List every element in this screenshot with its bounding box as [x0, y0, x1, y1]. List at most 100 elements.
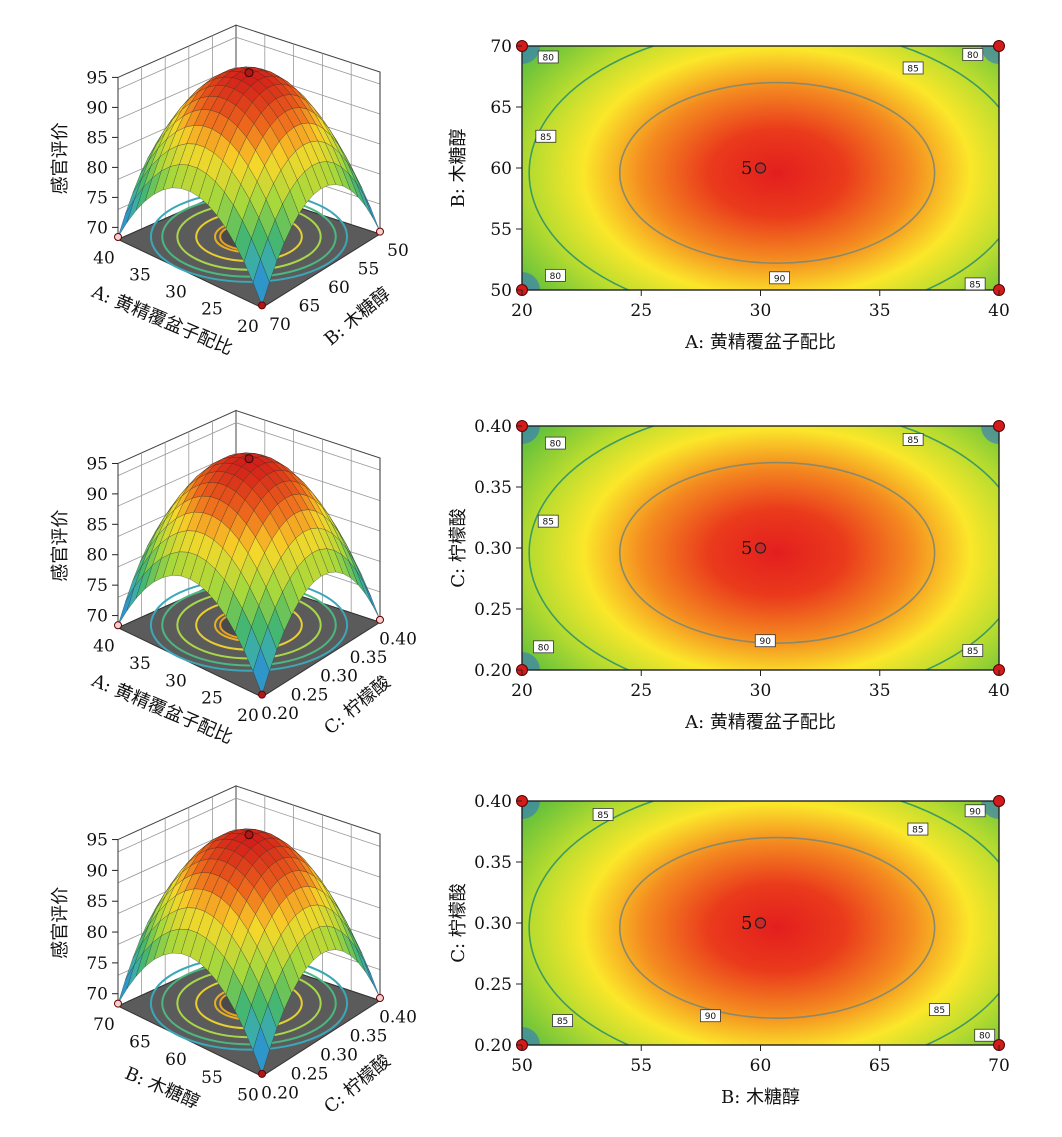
y-tick-label: 0.20 — [474, 661, 512, 681]
design-point — [244, 454, 254, 464]
y-tick-label: 60 — [490, 159, 512, 179]
x-tick-label: 55 — [630, 1056, 652, 1076]
x-tick-label: 65 — [129, 1033, 151, 1053]
surface-patch — [252, 258, 270, 307]
z-axis-label: 感官评价 — [50, 510, 71, 582]
x-tick-label: 35 — [869, 301, 891, 321]
contour-label: 85 — [540, 133, 551, 143]
z-tick-label: 70 — [86, 985, 108, 1005]
contour-label-box — [974, 1028, 996, 1042]
y-tick-label: 0.25 — [291, 685, 329, 705]
y-tick-label: 50 — [387, 241, 409, 261]
y-axis-label: B: 木糖醇 — [448, 128, 469, 207]
y-tick-label: 0.40 — [379, 629, 417, 649]
y-tick-label: 55 — [358, 259, 380, 279]
y-tick-label: 0.25 — [474, 600, 512, 620]
corner-shade — [522, 1027, 540, 1045]
x-axis-label: B: 木糖醇 — [122, 1063, 203, 1113]
z-tick-label: 80 — [86, 923, 108, 943]
contour-line — [528, 426, 999, 670]
contour-line — [528, 46, 999, 290]
contour-label: 85 — [912, 826, 923, 836]
contour-label: 90 — [705, 1012, 717, 1022]
x-tick-label: 20 — [511, 681, 533, 701]
center-point-label: 5 — [741, 913, 752, 934]
y-tick-label: 0.25 — [474, 975, 512, 995]
wall-grid-line — [117, 452, 381, 507]
z-tick-label: 85 — [86, 515, 108, 535]
contour-label: 90 — [969, 807, 981, 817]
contour-label-box — [537, 50, 559, 64]
z-tick-label: 80 — [86, 546, 108, 566]
design-point — [258, 1069, 266, 1078]
contour-panel-2: 80 85 85 80 90 85 5 20 25 30 35 40 0.20 0.25 0.30 0.35 0… — [430, 380, 1062, 750]
z-tick-label: 75 — [86, 188, 108, 208]
x-tick-label: 25 — [201, 300, 223, 320]
corner-shade — [522, 801, 540, 819]
x-tick-label: 40 — [988, 301, 1010, 321]
z-tick-label: 80 — [86, 158, 108, 178]
design-point — [114, 999, 122, 1008]
x-tick-label: 50 — [511, 1056, 533, 1076]
z-tick-label: 90 — [86, 861, 108, 881]
z-tick-label: 95 — [86, 68, 108, 88]
surface-panel-3: 95 90 85 80 75 70 感官评价 70 65 60 55 50 0.40 0.35 0.30 0.… — [0, 760, 420, 1130]
contour-label: 85 — [557, 1017, 568, 1027]
wall-grid-line — [117, 797, 381, 853]
contour-line — [618, 836, 936, 1019]
surface-panel-2: 95 90 85 80 75 70 感官评价 40 35 30 25 20 0.40 0.35 0.30 0.… — [0, 385, 420, 750]
contour-label-box — [964, 277, 986, 291]
x-tick-label: 25 — [630, 301, 652, 321]
contour-label: 90 — [760, 637, 772, 647]
contour-label-box — [907, 822, 929, 836]
x-tick-label: 40 — [988, 681, 1010, 701]
z-tick-label: 95 — [86, 454, 108, 474]
y-tick-label: 0.35 — [474, 853, 512, 873]
contour-label-box — [754, 634, 776, 648]
y-tick-label: 0.25 — [291, 1064, 329, 1084]
x-axis-label: B: 木糖醇 — [721, 1087, 800, 1108]
y-tick-label: 60 — [328, 278, 350, 298]
contour-panel-1: 80 80 85 85 80 90 85 5 20 25 30 35 40 50 55 60 65 70 A: 黄精… — [430, 0, 1062, 370]
surface-patch — [252, 646, 270, 696]
y-tick-label: 0.30 — [320, 667, 358, 687]
design-point — [114, 621, 122, 630]
contour-label: 80 — [543, 53, 555, 63]
x-tick-label: 40 — [93, 248, 115, 268]
contour-label: 85 — [597, 811, 608, 821]
y-tick-label: 65 — [490, 98, 512, 118]
contour-label-box — [592, 808, 614, 821]
contour-label: 85 — [543, 518, 554, 528]
z-tick-label: 75 — [86, 954, 108, 974]
y-tick-label: 0.30 — [474, 914, 512, 934]
x-tick-label: 20 — [237, 317, 259, 337]
wall-grid-line — [117, 828, 381, 884]
x-axis-label: A: 黄精覆盆子配比 — [684, 332, 836, 353]
z-axis-label: 感官评价 — [50, 887, 71, 959]
contour-label-box — [544, 436, 566, 450]
design-point — [258, 690, 266, 699]
contour-label-box — [533, 640, 554, 654]
contour-label: 80 — [979, 1032, 991, 1042]
x-tick-label: 20 — [511, 301, 533, 321]
contour-label: 85 — [907, 64, 918, 74]
corner-shade — [522, 652, 540, 670]
z-tick-label: 70 — [86, 607, 108, 627]
design-point — [258, 301, 266, 310]
x-tick-label: 70 — [988, 1056, 1010, 1076]
y-tick-label: 0.30 — [320, 1045, 358, 1065]
x-tick-label: 25 — [201, 689, 223, 709]
x-axis-label: A: 黄精覆盆子配比 — [684, 712, 836, 733]
y-tick-label: 0.40 — [474, 417, 512, 437]
x-tick-label: 35 — [129, 266, 151, 286]
x-axis-label: A: 黄精覆盆子配比 — [88, 670, 236, 749]
contour-line — [618, 81, 936, 264]
contour-label-box — [902, 433, 924, 446]
x-tick-label: 30 — [165, 283, 187, 303]
y-tick-label: 70 — [269, 315, 291, 335]
y-tick-label: 0.40 — [474, 792, 512, 812]
x-tick-label: 40 — [93, 637, 115, 657]
y-tick-label: 0.40 — [379, 1008, 417, 1028]
contour-panel-3: 85 90 85 85 90 85 80 5 50 55 60 65 70 0.20 0.25 0.30 0.3… — [430, 755, 1062, 1133]
corner-shade — [522, 272, 540, 290]
